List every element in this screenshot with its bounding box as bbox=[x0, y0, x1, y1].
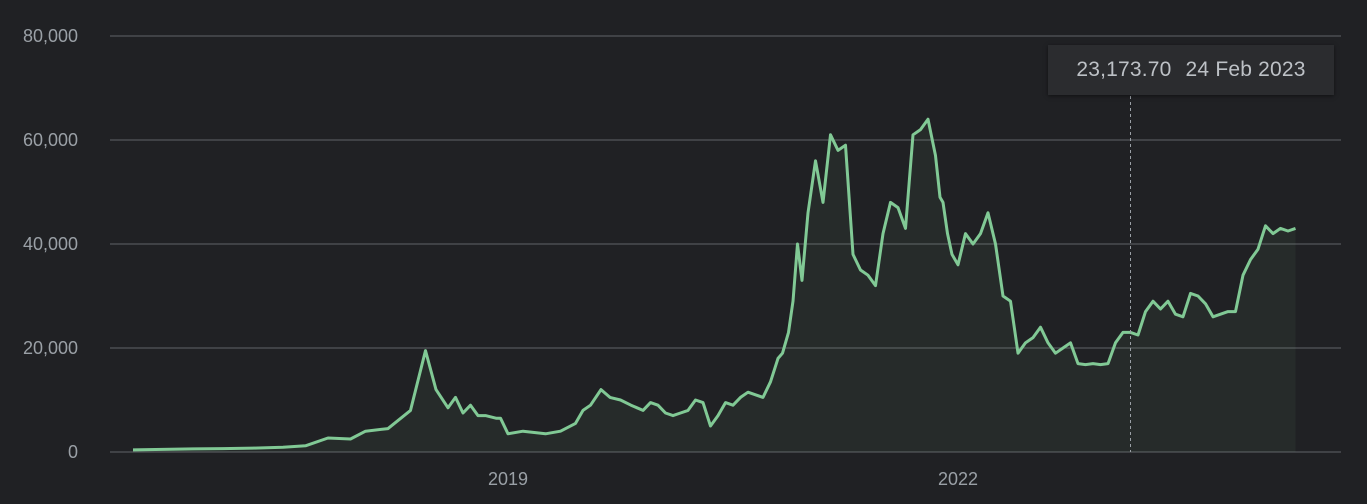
x-tick-label: 2019 bbox=[488, 469, 528, 489]
tooltip-value: 23,173.70 bbox=[1076, 58, 1172, 81]
y-tick-label: 40,000 bbox=[23, 234, 78, 254]
grid-lines bbox=[110, 35, 1341, 453]
y-axis: 0 20,000 40,000 60,000 80,000 bbox=[23, 26, 78, 462]
y-tick-label: 80,000 bbox=[23, 26, 78, 46]
series-line bbox=[132, 117, 1296, 452]
hover-tooltip: 23,173.70 24 Feb 2023 bbox=[1048, 45, 1334, 95]
y-tick-label: 20,000 bbox=[23, 338, 78, 358]
series-area-fill bbox=[133, 119, 1296, 452]
y-tick-label: 60,000 bbox=[23, 130, 78, 150]
x-tick-label: 2022 bbox=[938, 469, 978, 489]
x-axis: 2019 2022 bbox=[488, 469, 978, 489]
y-tick-label: 0 bbox=[68, 442, 78, 462]
tooltip-date: 24 Feb 2023 bbox=[1185, 58, 1306, 81]
